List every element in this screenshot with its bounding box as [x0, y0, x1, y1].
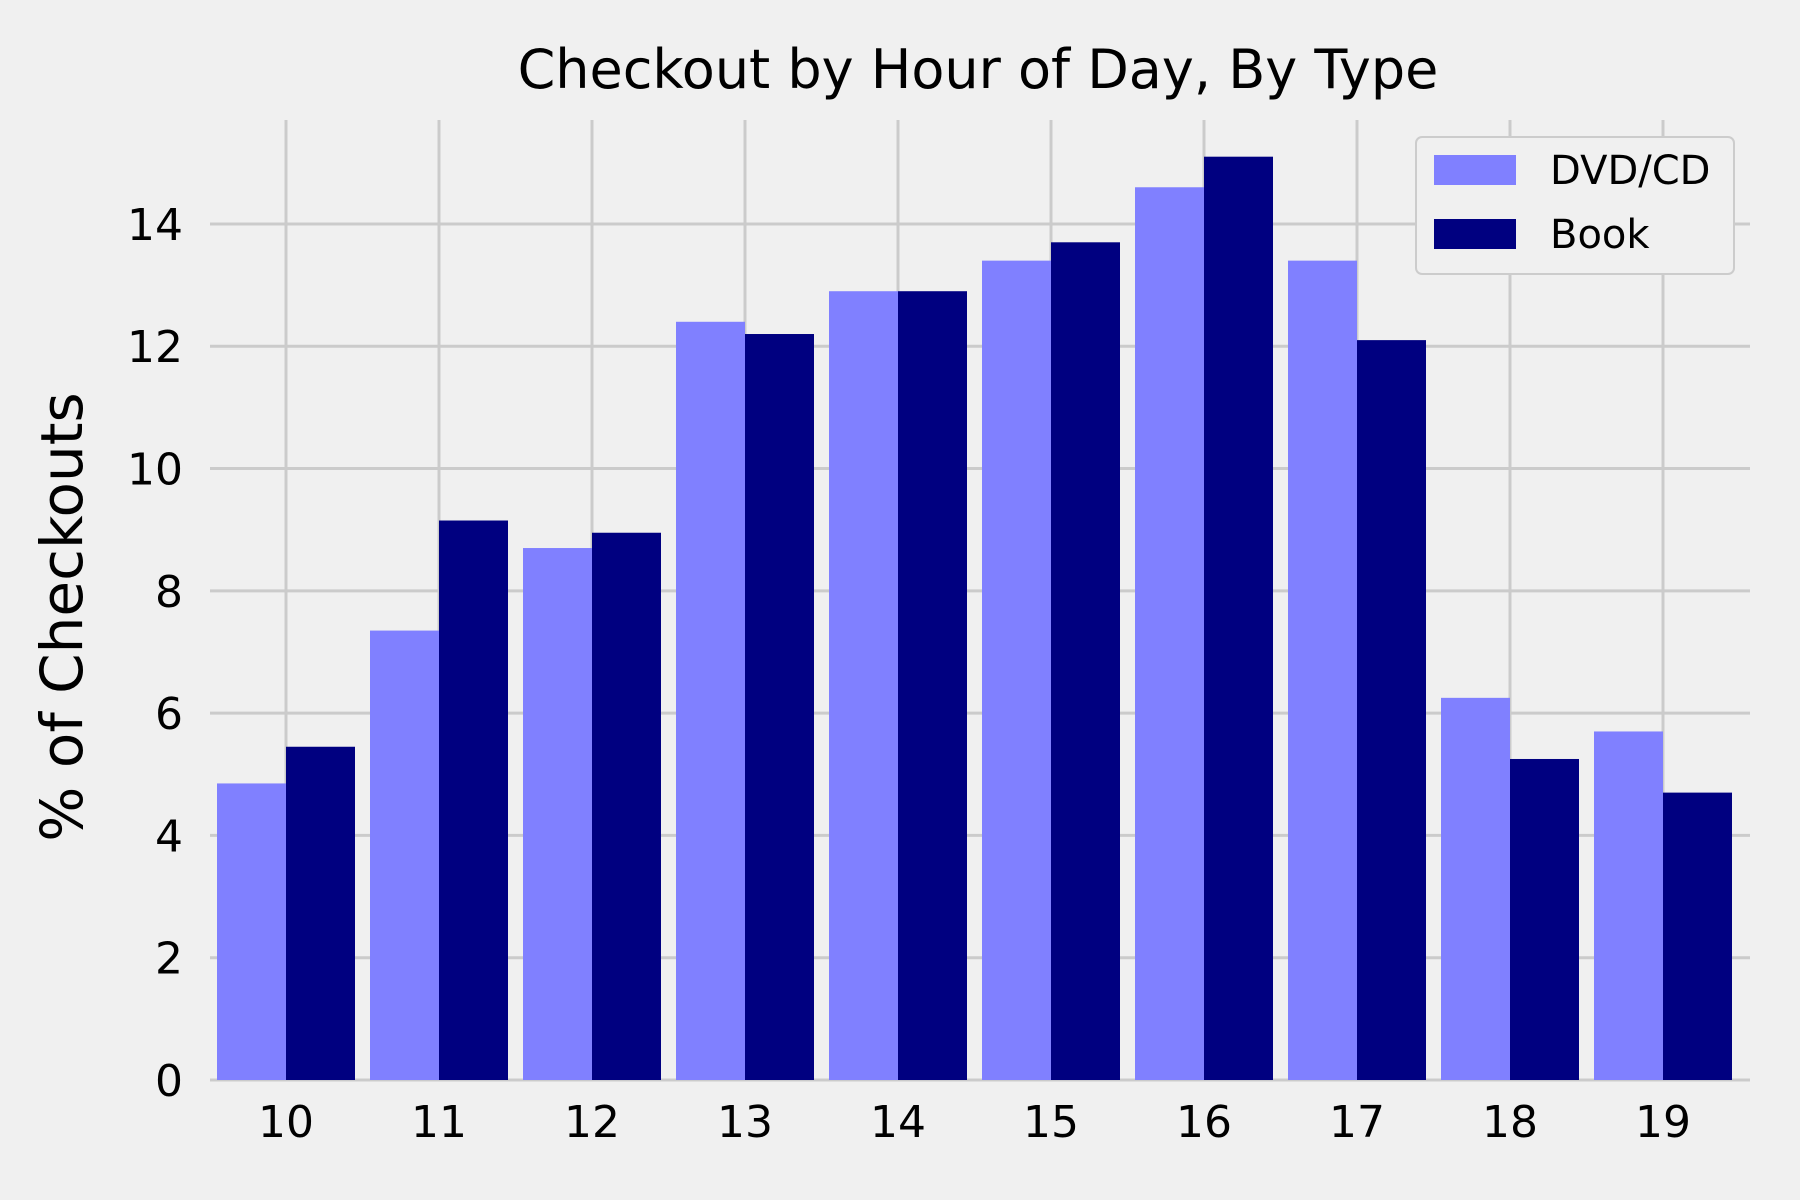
x-tick-label: 11: [411, 1097, 467, 1148]
bar-book-16: [1204, 156, 1273, 1081]
chart-title: Checkout by Hour of Day, By Type: [518, 38, 1439, 101]
y-tick-label: 14: [127, 200, 183, 251]
x-axis-ticks: 10 11 12 13 14 15 16 17 18 19: [258, 1097, 1691, 1148]
legend-swatch-book: [1434, 219, 1516, 249]
bar-dvd-cd-13: [676, 321, 745, 1080]
x-tick-label: 13: [717, 1097, 773, 1148]
bar-dvd-cd-19: [1594, 731, 1663, 1080]
y-axis-ticks: 0 2 4 6 8 10 12 14: [127, 200, 183, 1107]
x-tick-label: 18: [1482, 1097, 1538, 1148]
bar-book-13: [745, 334, 814, 1081]
y-axis-label: % of Checkouts: [28, 392, 96, 841]
bar-book-14: [898, 291, 967, 1080]
x-tick-label: 17: [1329, 1097, 1385, 1148]
bar-book-12: [592, 532, 661, 1080]
legend: DVD/CD Book: [1415, 136, 1735, 275]
bar-book-11: [439, 520, 508, 1080]
x-tick-label: 10: [258, 1097, 314, 1148]
legend-label-dvd-cd: DVD/CD: [1550, 148, 1710, 194]
y-tick-label: 0: [155, 1056, 183, 1107]
x-tick-label: 15: [1023, 1097, 1079, 1148]
y-tick-label: 12: [127, 322, 183, 373]
bar-book-10: [286, 746, 355, 1080]
x-tick-label: 14: [870, 1097, 926, 1148]
x-tick-label: 16: [1176, 1097, 1232, 1148]
bar-dvd-cd-12: [523, 548, 592, 1080]
bar-dvd-cd-18: [1441, 697, 1510, 1080]
bar-dvd-cd-14: [829, 291, 898, 1080]
bar-dvd-cd-17: [1288, 260, 1357, 1080]
bars: [217, 156, 1732, 1081]
bar-book-17: [1357, 340, 1426, 1080]
legend-swatch-dvd-cd: [1434, 155, 1516, 185]
bar-book-19: [1663, 792, 1732, 1080]
y-tick-label: 6: [155, 689, 183, 740]
x-tick-label: 19: [1635, 1097, 1691, 1148]
bar-dvd-cd-15: [982, 260, 1051, 1080]
legend-label-book: Book: [1550, 212, 1650, 258]
bar-dvd-cd-16: [1135, 187, 1204, 1081]
bar-dvd-cd-10: [217, 783, 286, 1080]
y-tick-label: 2: [155, 934, 183, 985]
y-tick-label: 4: [155, 811, 183, 862]
bar-dvd-cd-11: [370, 630, 439, 1080]
bar-book-15: [1051, 242, 1120, 1081]
y-tick-label: 10: [127, 445, 183, 496]
bar-book-18: [1510, 758, 1579, 1080]
x-tick-label: 12: [564, 1097, 620, 1148]
y-tick-label: 8: [155, 567, 183, 618]
